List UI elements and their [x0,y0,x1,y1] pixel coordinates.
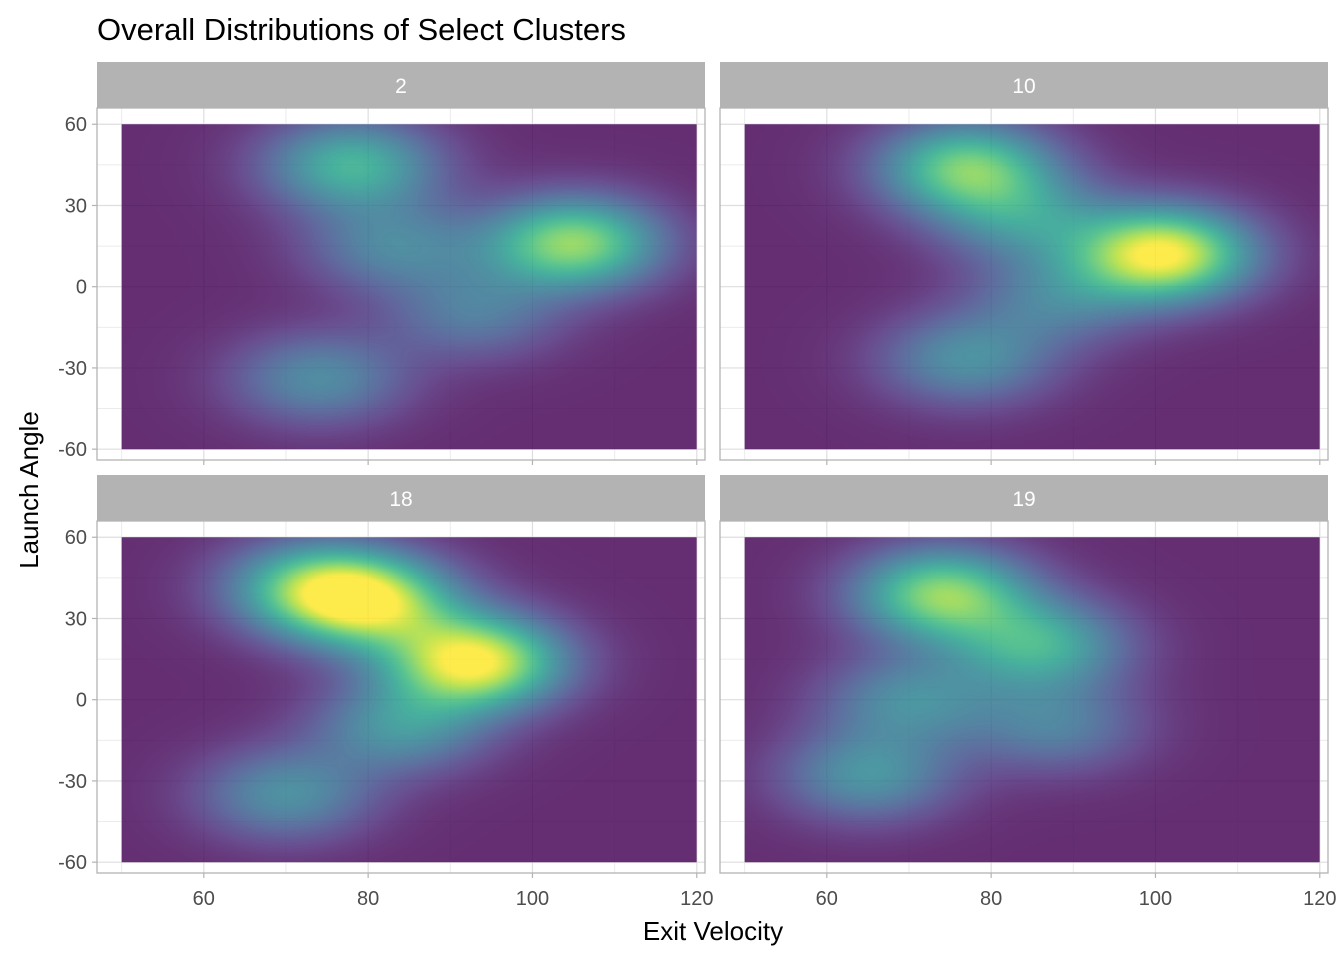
panel-border [96,107,706,461]
facet-panel-18: 18 60 80 100 120 60 30 0 -30 -60 [58,475,713,910]
panel-border [719,520,1329,874]
x-tick-label: 60 [193,888,215,910]
facet-strip-label: 10 [1012,75,1035,98]
y-tick-label: 60 [65,114,87,136]
density-raster [744,537,1320,863]
y-tick-label: 0 [76,690,87,712]
chart-title: Overall Distributions of Select Clusters [97,12,626,47]
x-tick-label: 120 [1303,888,1336,910]
facet-panel-19: 19 60 80 100 120 [719,475,1336,910]
facet-panel-10: 10 [719,62,1329,465]
density-raster [744,124,1320,450]
panel-border [96,520,706,874]
y-tick-label: 60 [65,527,87,549]
x-tick-label: 80 [357,888,379,910]
y-axis-title: Launch Angle [14,411,44,569]
y-tick-label: 0 [76,277,87,299]
x-axis-title: Exit Velocity [643,916,783,946]
panel-border [719,107,1329,461]
facet-strip [720,475,1328,521]
density-raster [121,537,697,863]
y-tick-label: -30 [58,358,87,380]
x-tick-label: 80 [980,888,1002,910]
y-tick-label: 30 [65,195,87,217]
x-tick-label: 60 [816,888,838,910]
facet-strip [97,475,705,521]
facet-panel-2: 2 60 30 0 -30 -60 [58,62,706,465]
facet-strip [720,62,1328,108]
density-raster [121,124,697,450]
x-tick-label: 100 [516,888,549,910]
facet-strip [97,62,705,108]
y-tick-label: 30 [65,608,87,630]
y-tick-label: -30 [58,771,87,793]
x-tick-label: 120 [680,888,713,910]
y-tick-label: -60 [58,439,87,461]
y-tick-label: -60 [58,852,87,874]
facet-strip-label: 19 [1012,488,1035,511]
facet-strip-label: 2 [395,75,407,98]
facet-strip-label: 18 [389,488,412,511]
x-tick-label: 100 [1139,888,1172,910]
